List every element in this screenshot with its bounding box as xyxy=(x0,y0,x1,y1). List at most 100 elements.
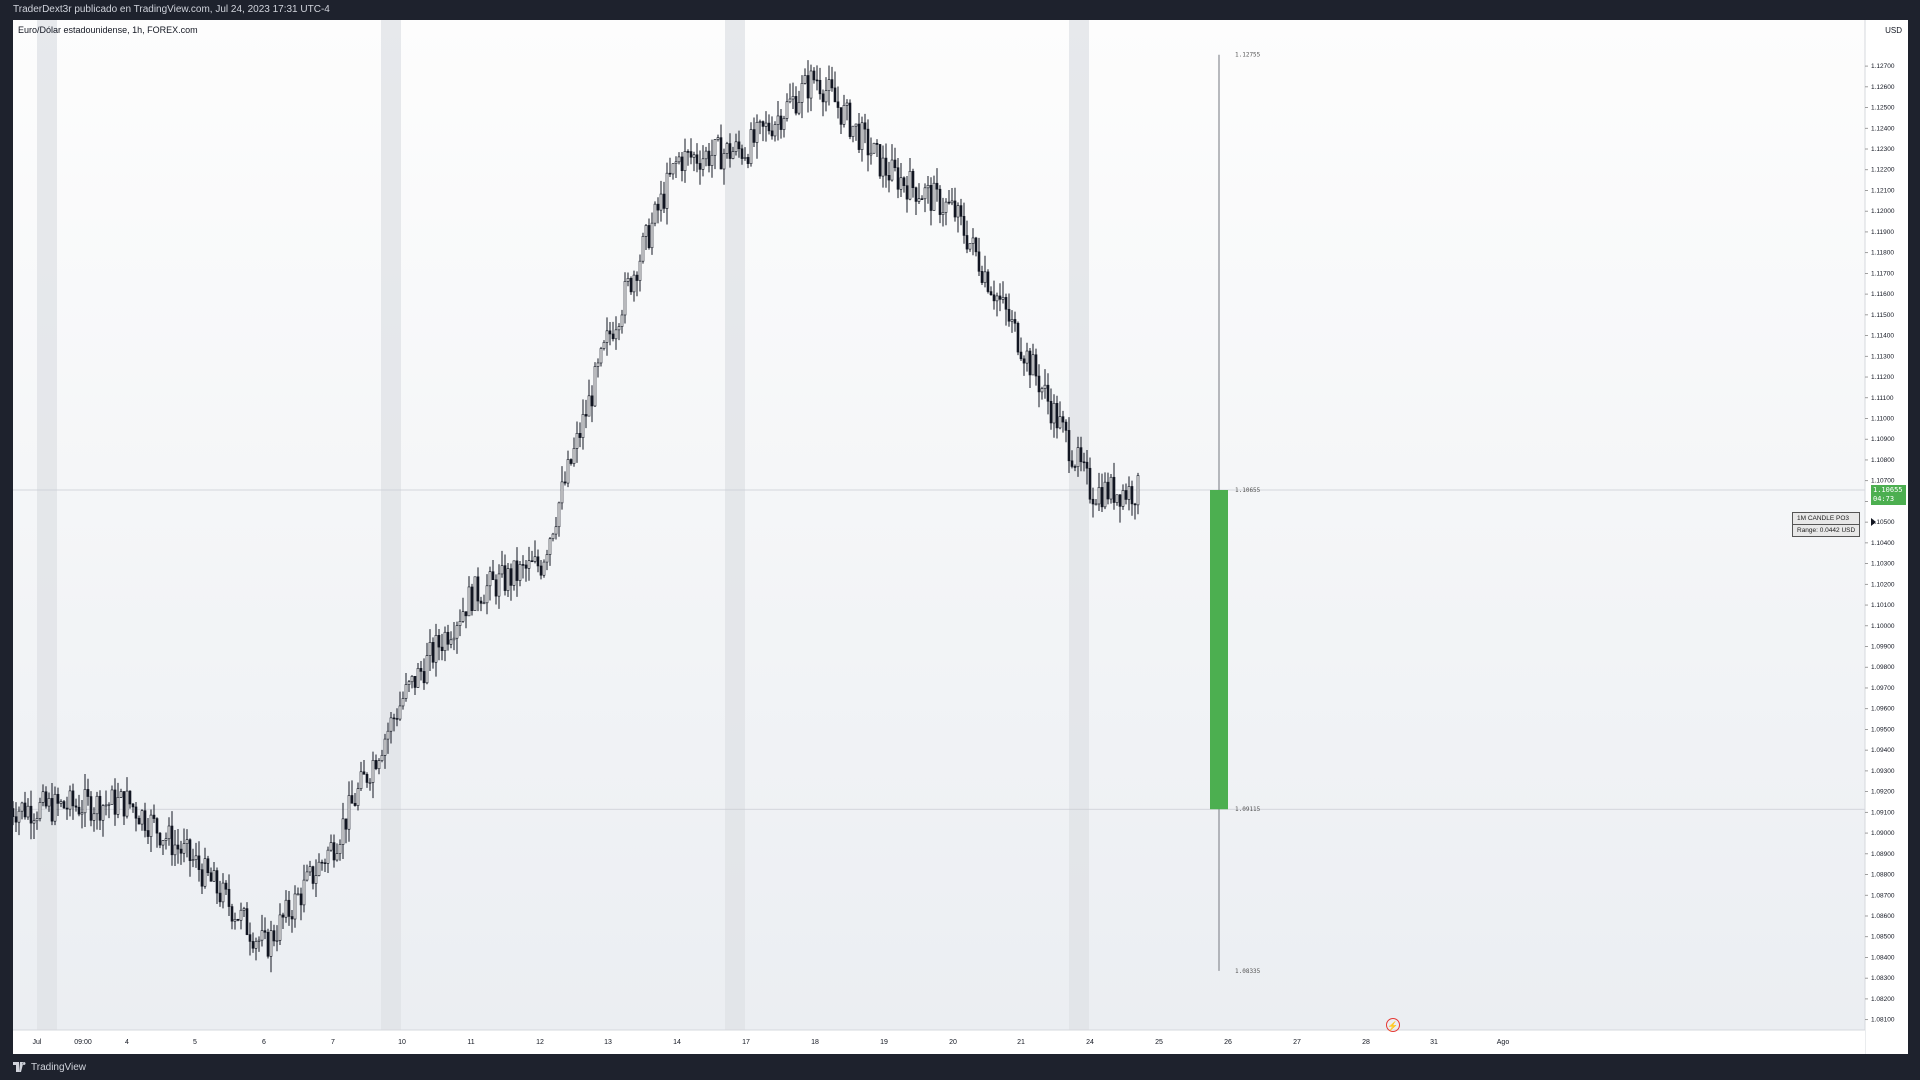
candle-body xyxy=(194,855,198,860)
price-tick-label: 1.09600 xyxy=(1871,706,1895,713)
candle-body xyxy=(590,395,594,407)
candle-body xyxy=(746,157,750,164)
candle-body xyxy=(497,573,501,597)
candle-body xyxy=(581,414,585,438)
candle-body xyxy=(656,203,660,211)
candle-body xyxy=(707,150,711,166)
candle-body xyxy=(1040,388,1044,393)
candle-body xyxy=(983,271,987,283)
candle-body xyxy=(401,698,405,707)
price-tick-label: 1.08400 xyxy=(1871,954,1895,961)
time-tick-label: 27 xyxy=(1293,1039,1301,1046)
candle-body xyxy=(146,830,150,837)
candle-body xyxy=(545,554,549,563)
candle-body xyxy=(1070,460,1074,467)
candle-body xyxy=(1058,416,1062,429)
candle-body xyxy=(758,121,762,123)
candle-body xyxy=(782,118,786,130)
candle-body xyxy=(308,866,312,873)
candle-body xyxy=(770,130,774,137)
candle-body xyxy=(1025,350,1029,364)
chart-pane[interactable]: 1.12755 1.10655 1.09115 1.08335 1.12700 1.126… xyxy=(13,20,1908,1054)
candle-body xyxy=(773,124,777,137)
candle-body xyxy=(419,668,423,672)
price-tick-label: 1.09800 xyxy=(1871,664,1895,671)
candle-body xyxy=(728,143,732,159)
candle-body xyxy=(974,237,978,253)
candle-body xyxy=(863,122,867,130)
time-tick-label: 14 xyxy=(673,1039,681,1046)
candle-body xyxy=(341,818,345,845)
price-tick-label: 1.11100 xyxy=(1871,395,1894,402)
candle-body xyxy=(1067,430,1071,462)
candle-body xyxy=(1097,487,1101,505)
candle-body xyxy=(461,611,465,622)
price-tick-label: 1.11200 xyxy=(1871,374,1894,381)
candle-body xyxy=(884,157,888,176)
replay-icon[interactable]: ⚡ xyxy=(1386,1018,1400,1032)
candle-body xyxy=(725,143,729,154)
candle-body xyxy=(305,871,309,881)
candle-body xyxy=(1094,503,1098,506)
candle-body xyxy=(464,611,468,617)
candle-close-label: 1.09115 xyxy=(1235,806,1261,813)
candle-body xyxy=(563,481,567,484)
price-tick-label: 1.10500 xyxy=(1871,519,1895,526)
candle-body xyxy=(995,295,999,302)
candle-body xyxy=(53,793,57,822)
candle-body xyxy=(596,362,600,367)
candle-body xyxy=(767,122,771,132)
candle-body xyxy=(965,235,969,250)
currency-label[interactable]: USD xyxy=(1885,26,1902,35)
candle-body xyxy=(779,115,783,130)
candle-body xyxy=(761,121,765,127)
candle-body xyxy=(209,872,213,882)
candle-body xyxy=(13,808,15,817)
candle-body xyxy=(476,576,480,602)
candle-body xyxy=(1127,486,1131,500)
candle-body xyxy=(404,684,408,699)
candle-body xyxy=(377,760,381,770)
candle-body xyxy=(221,882,225,903)
tradingview-logo-icon[interactable]: TradingView xyxy=(13,1060,86,1074)
candle-body xyxy=(296,893,300,896)
candle-body xyxy=(251,941,255,949)
candle-body xyxy=(692,154,696,158)
candle-body xyxy=(380,755,384,761)
candle-body xyxy=(941,212,945,215)
candle-body xyxy=(77,806,81,815)
candle-body xyxy=(44,791,48,807)
candle-body xyxy=(182,843,186,854)
price-chart[interactable]: 1.12755 1.10655 1.09115 1.08335 1.12700 1.126… xyxy=(13,20,1908,1054)
price-tick-label: 1.11900 xyxy=(1871,229,1894,236)
candle-body xyxy=(824,90,828,103)
candle-body xyxy=(680,156,684,172)
candle-body xyxy=(1109,476,1113,500)
candle-body xyxy=(635,274,639,281)
candle-body xyxy=(395,718,399,720)
candle-body xyxy=(530,560,534,563)
candle-body xyxy=(644,225,648,237)
candle-body xyxy=(1115,494,1119,503)
candle-body xyxy=(860,122,864,150)
candle-body xyxy=(1085,461,1089,469)
price-tick-label: 1.12200 xyxy=(1871,167,1895,174)
candle-body xyxy=(206,858,210,874)
candle-body xyxy=(752,129,756,143)
candle-body xyxy=(428,642,432,656)
candle-body xyxy=(788,98,792,103)
candle-body xyxy=(20,802,24,812)
candle-body xyxy=(170,825,174,856)
candle-body xyxy=(1049,400,1053,424)
candle-body xyxy=(425,655,429,684)
symbol-title[interactable]: Euro/Dólar estadounidense, 1h, FOREX.com xyxy=(18,25,198,35)
candle-body xyxy=(107,804,111,806)
candle-body xyxy=(218,892,222,903)
candle-body xyxy=(599,348,603,364)
candle-body xyxy=(347,795,351,830)
price-tick-label: 1.09200 xyxy=(1871,789,1895,796)
candle-body xyxy=(881,157,885,177)
candle-body xyxy=(857,123,861,150)
candle-body xyxy=(791,96,795,100)
candle-body xyxy=(722,153,726,170)
